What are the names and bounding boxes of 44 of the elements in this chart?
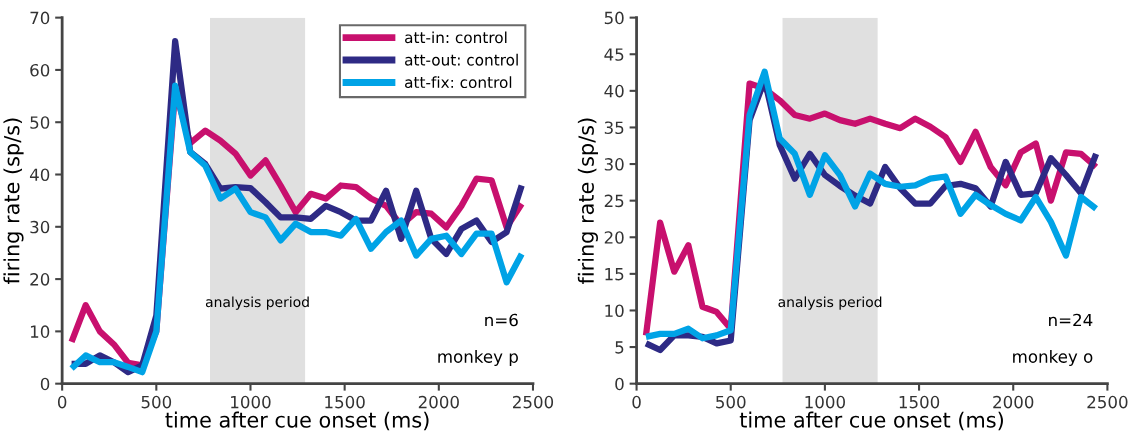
y-tick-label: 10 xyxy=(605,304,624,318)
x-tick-label: 500 xyxy=(141,395,172,409)
y-tick-label: 40 xyxy=(604,84,624,98)
y-tick-label: 45 xyxy=(604,48,624,61)
y-tick-label: 20 xyxy=(30,273,50,286)
y-tick-label: 40 xyxy=(29,168,50,182)
y-tick-label: 30 xyxy=(30,220,50,234)
y-tick-label: 35 xyxy=(604,121,624,135)
y-tick-label: 30 xyxy=(604,158,624,171)
x-tick-label: 0 xyxy=(632,395,641,409)
x-tick-label: 500 xyxy=(716,395,746,409)
y-tick-label: 10 xyxy=(30,325,50,338)
x-axis-title: time after cue onset (ms) xyxy=(739,411,1003,431)
y-tick-label: 60 xyxy=(30,63,50,77)
legend-label: att-fix: control xyxy=(405,76,512,89)
y-tick-label: 25 xyxy=(604,194,624,208)
annotation: n=24 xyxy=(1049,313,1093,327)
x-axis-title: time after cue onset (ms) xyxy=(165,411,429,431)
annotation: monkey o xyxy=(1013,349,1093,367)
legend-label: att-in: control xyxy=(405,31,507,44)
y-tick-label: 0 xyxy=(615,377,624,391)
legend-label: att-out: control xyxy=(405,53,518,66)
x-tick-label: 0 xyxy=(57,395,67,409)
y-tick-label: 20 xyxy=(604,231,624,244)
annotation: n=6 xyxy=(485,313,518,327)
x-tick-label: 1500 xyxy=(325,395,365,409)
y-tick-label: 50 xyxy=(604,11,624,25)
y-tick-label: 0 xyxy=(40,377,50,391)
y-tick-label: 15 xyxy=(605,268,624,281)
x-tick-label: 1000 xyxy=(231,395,271,409)
x-tick-label: 2500 xyxy=(513,395,554,409)
band-label: analysis period xyxy=(778,296,882,310)
y-tick-label: 70 xyxy=(30,11,50,25)
x-tick-label: 1000 xyxy=(805,395,845,409)
x-tick-label: 2000 xyxy=(418,395,459,409)
x-tick-label: 2500 xyxy=(1087,395,1128,409)
y-tick-label: 5 xyxy=(615,341,624,354)
x-tick-label: 1500 xyxy=(899,395,940,409)
annotation: monkey p xyxy=(438,349,518,367)
band-label: analysis period xyxy=(205,296,309,310)
y-axis-title: firing rate (sp/s) xyxy=(3,118,24,285)
y-axis-title: firing rate (sp/s) xyxy=(577,118,598,285)
x-tick-label: 2000 xyxy=(993,395,1034,409)
y-tick-label: 50 xyxy=(30,116,50,129)
